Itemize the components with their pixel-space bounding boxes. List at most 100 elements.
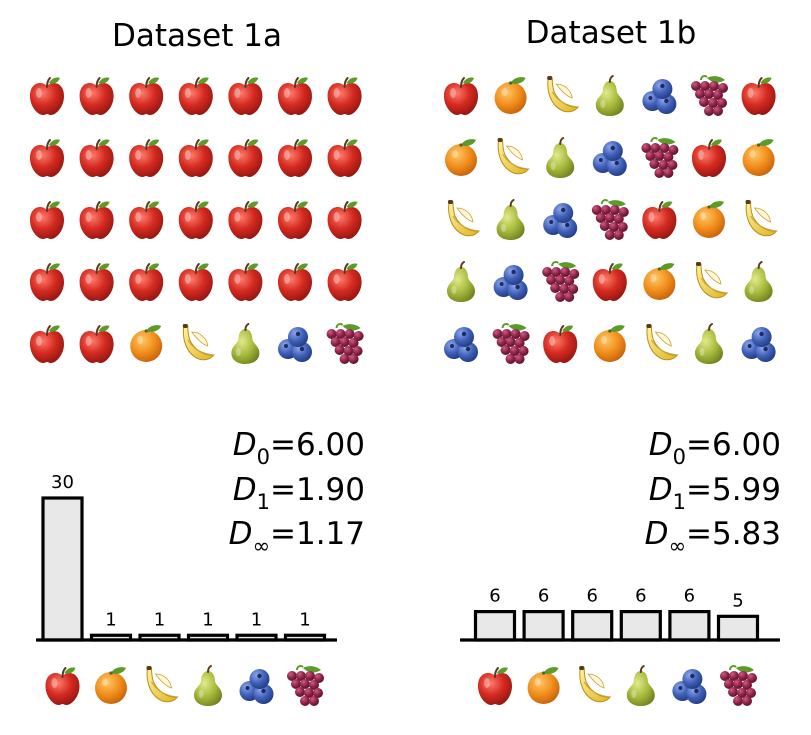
histogram-bar-apple — [473, 609, 517, 642]
histogram-count-label: 30 — [51, 472, 74, 493]
blueberry-icon — [741, 327, 776, 362]
apple-icon — [177, 262, 214, 302]
apple-icon — [44, 666, 81, 706]
dataset-1b-histogram: 6 6 6 6 6 5 — [460, 586, 780, 707]
orange-icon — [130, 325, 163, 362]
banana-icon — [695, 261, 728, 299]
apple-icon — [78, 324, 115, 364]
grapes-icon — [690, 75, 729, 117]
orange-icon — [95, 667, 127, 704]
apple-icon — [542, 324, 579, 364]
apple-icon — [277, 138, 313, 178]
blueberry-icon — [642, 79, 677, 114]
apple-icon — [477, 666, 513, 706]
apple-icon — [128, 200, 165, 240]
apple-icon — [29, 200, 65, 240]
grapes-icon — [590, 199, 630, 241]
apple-icon — [443, 76, 479, 116]
pear-icon — [625, 665, 656, 707]
apple-icon — [128, 138, 165, 178]
grapes-icon — [286, 665, 325, 707]
histogram-count-label: 1 — [202, 609, 213, 630]
apple-icon — [277, 76, 313, 116]
dataset-1a-d1: D1=1.90 — [233, 472, 365, 514]
apple-icon — [227, 262, 264, 302]
apple-icon — [227, 76, 264, 116]
orange-icon — [527, 667, 560, 704]
apple-icon — [29, 262, 65, 302]
pear-icon — [495, 199, 526, 241]
blueberry-icon — [592, 141, 627, 176]
apple-icon — [277, 262, 313, 302]
dataset-1a-diversity-indices: D0=6.00 D1=1.90 D∞=1.17 — [229, 427, 365, 558]
histogram-count-label: 6 — [538, 586, 549, 607]
banana-icon — [578, 665, 611, 703]
orange-icon — [593, 325, 626, 362]
apple-icon — [29, 324, 65, 364]
banana-icon — [146, 665, 178, 703]
apple-icon — [326, 262, 363, 302]
pear-icon — [446, 261, 476, 303]
orange-icon — [494, 77, 527, 114]
blueberry-icon — [672, 669, 707, 704]
pear-icon — [230, 323, 261, 365]
dataset-1a-fruit-grid — [29, 76, 365, 365]
histogram-bar-pear — [619, 609, 662, 642]
grapes-icon — [491, 323, 531, 365]
orange-icon — [445, 139, 477, 176]
apple-icon — [740, 76, 777, 116]
dataset-1a-title: Dataset 1a — [112, 18, 282, 54]
histogram-bar-grapes — [716, 614, 760, 642]
pear-icon — [694, 323, 724, 365]
dataset-1a-histogram: 30 1 1 1 1 1 — [36, 472, 337, 707]
dataset-1b-diversity-indices: D0=6.00 D1=5.99 D∞=5.83 — [645, 427, 781, 558]
histogram-count-label: 1 — [299, 609, 310, 630]
apple-icon — [591, 262, 628, 302]
dataset-1a-dinf: D∞=1.17 — [229, 516, 365, 558]
histogram-bar-orange — [522, 609, 565, 642]
dataset-1b-title: Dataset 1b — [526, 15, 697, 51]
grapes-icon — [640, 137, 680, 179]
histogram-count-label: 5 — [732, 590, 743, 611]
apple-icon — [177, 138, 214, 178]
blueberry-icon — [543, 203, 578, 238]
apple-icon — [177, 200, 214, 240]
apple-icon — [227, 138, 264, 178]
banana-icon — [546, 75, 579, 113]
apple-icon — [128, 76, 165, 116]
apple-icon — [78, 76, 115, 116]
dataset-1b-d0: D0=6.00 — [649, 427, 781, 469]
pear-icon — [545, 137, 576, 179]
apple-icon — [691, 138, 727, 178]
dataset-1b-d1: D1=5.99 — [649, 472, 781, 514]
banana-icon — [447, 199, 480, 237]
histogram-bar-blueberry — [668, 609, 711, 642]
apple-icon — [641, 200, 678, 240]
histogram-count-label: 6 — [684, 586, 695, 607]
pear-icon — [594, 75, 625, 117]
dataset-1a-d0: D0=6.00 — [233, 427, 365, 469]
apple-icon — [78, 200, 115, 240]
histogram-count-label: 6 — [489, 586, 500, 607]
histogram-count-label: 1 — [105, 609, 116, 630]
histogram-count-label: 6 — [635, 586, 646, 607]
histogram-bar-apple — [41, 496, 84, 642]
blueberry-icon — [278, 327, 312, 362]
orange-icon — [643, 263, 676, 300]
pear-icon — [193, 665, 223, 707]
apple-icon — [128, 262, 165, 302]
pear-icon — [743, 261, 774, 303]
banana-icon — [645, 323, 678, 361]
apple-icon — [326, 138, 363, 178]
apple-icon — [227, 200, 264, 240]
grapes-icon — [325, 323, 365, 365]
banana-icon — [497, 137, 530, 175]
apple-icon — [326, 76, 363, 116]
histogram-bar-banana — [571, 609, 614, 642]
blueberry-icon — [239, 669, 274, 704]
apple-icon — [78, 138, 115, 178]
dataset-1b-dinf: D∞=5.83 — [645, 516, 781, 558]
apple-icon — [78, 262, 115, 302]
dataset-1b-fruit-grid — [443, 75, 778, 365]
